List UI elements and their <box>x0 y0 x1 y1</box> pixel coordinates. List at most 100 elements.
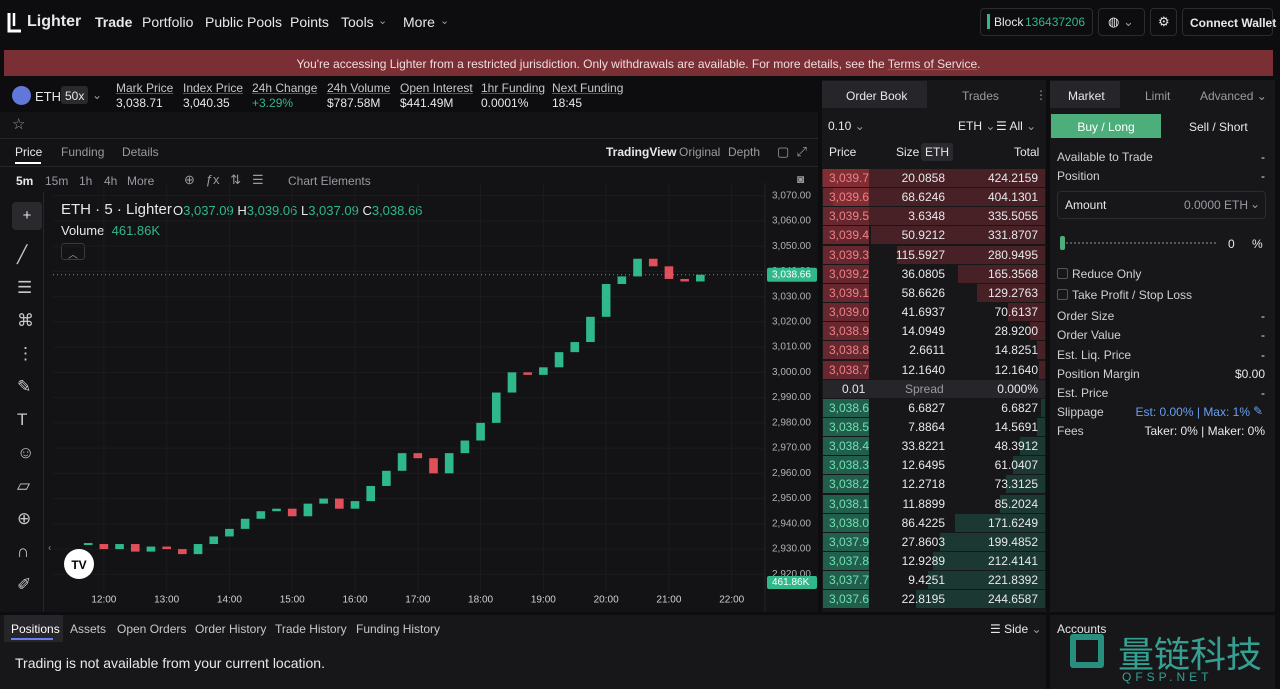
header-unit: ETH <box>921 143 953 161</box>
unit-select[interactable]: ETH ⌄ <box>958 119 995 133</box>
stat-label: 24h Change <box>252 81 318 95</box>
price[interactable]: 3,038.9 <box>829 324 870 339</box>
side-filter[interactable]: ☰ Side ⌄ <box>990 622 1042 636</box>
nav-item[interactable]: Trade <box>95 14 133 30</box>
filter-select[interactable]: ☰ All ⌄ <box>996 119 1037 133</box>
interval[interactable]: 5m <box>16 174 34 188</box>
symbol[interactable]: ETH <box>35 89 61 104</box>
price[interactable]: 3,038.8 <box>829 343 870 358</box>
size: 12.9289 <box>901 554 945 568</box>
interval[interactable]: 15m <box>45 174 69 188</box>
watermark-sub: QFSP.NET <box>1122 670 1213 684</box>
connect-wallet[interactable]: Connect Wallet <box>1182 8 1276 36</box>
drawing-tools[interactable]: ╱ ☰ ⌘ ⋮ ✎ T ☺ ▱ ⊕ ∩ ✐ <box>17 245 35 594</box>
interval[interactable]: More <box>127 174 155 188</box>
toolbar-icons[interactable]: ⊕ ƒx ⇅ ☰ <box>184 172 264 187</box>
chart-view[interactable]: Original <box>679 145 721 159</box>
slider-handle[interactable] <box>1060 236 1065 250</box>
tick-size[interactable]: 0.10 ⌄ <box>828 119 865 133</box>
price-cell-bg <box>823 398 869 417</box>
price[interactable]: 3,037.6 <box>829 592 870 607</box>
candle <box>429 458 438 474</box>
bottom-tab[interactable]: Order History <box>195 622 267 636</box>
language-button[interactable]: ◍ ⌄ <box>1098 8 1145 36</box>
price[interactable]: 3,037.8 <box>829 554 870 568</box>
bottom-tab[interactable]: Positions <box>11 622 60 636</box>
bottom-tab[interactable]: Trade History <box>275 622 347 636</box>
settings-button[interactable]: ⚙ <box>1150 8 1177 36</box>
price[interactable]: 3,038.4 <box>829 439 870 454</box>
price[interactable]: 3,039.2 <box>829 266 870 281</box>
nav-item[interactable]: Tools <box>341 14 374 30</box>
watermark: 量链科技 <box>1118 635 1263 676</box>
candle <box>240 518 250 529</box>
price[interactable]: 3,037.9 <box>829 534 870 549</box>
order-tab[interactable]: Limit <box>1145 89 1171 103</box>
checkbox[interactable] <box>1057 289 1068 300</box>
order-tab[interactable]: Market <box>1068 89 1105 103</box>
chart-tab[interactable]: Funding <box>61 145 105 159</box>
price[interactable]: 3,039.4 <box>829 228 870 243</box>
price[interactable]: 3,038.1 <box>829 496 870 511</box>
price[interactable]: 3,039.7 <box>829 171 870 185</box>
slider-track[interactable] <box>1066 242 1216 244</box>
interval[interactable]: 4h <box>104 174 118 188</box>
book-tab[interactable]: Order Book <box>846 89 908 103</box>
price[interactable]: 3,039.5 <box>829 209 870 224</box>
form-label: Order Size <box>1057 309 1115 323</box>
unit-value: ETH <box>958 119 982 133</box>
chart-view[interactable]: TradingView <box>606 145 677 159</box>
price[interactable]: 3,039.0 <box>829 305 870 320</box>
chart-tab[interactable]: Details <box>122 145 159 159</box>
bottom-tab[interactable]: Assets <box>70 622 107 636</box>
x-tick-label: 12:00 <box>91 595 116 606</box>
snapshot[interactable]: ◙ <box>797 172 805 186</box>
amount-box[interactable] <box>1057 191 1266 219</box>
chart-tab[interactable]: Price <box>15 145 43 159</box>
chart-elements[interactable]: Chart Elements <box>288 174 371 188</box>
nav-item[interactable]: Portfolio <box>142 14 194 30</box>
total: 424.2159 <box>987 171 1038 185</box>
nav-item[interactable]: More <box>403 14 435 30</box>
nav-item[interactable]: Public Pools <box>205 14 283 30</box>
candle <box>413 453 423 459</box>
interval[interactable]: 1h <box>79 174 93 188</box>
price[interactable]: 3,038.5 <box>829 419 870 434</box>
candle <box>444 453 454 474</box>
price[interactable]: 3,038.0 <box>829 515 870 530</box>
chart-icons[interactable]: ▢ ⤢ <box>777 144 807 159</box>
crosshair-tool[interactable]: + <box>12 202 42 230</box>
order-tab[interactable]: Advanced ⌄ <box>1200 89 1267 103</box>
edit-icon[interactable]: ✎ <box>1253 404 1264 418</box>
favorite[interactable]: ☆ <box>12 116 26 133</box>
bottom-tab[interactable]: Funding History <box>356 622 441 636</box>
menu[interactable]: ⋮ <box>1035 88 1047 102</box>
bottom-tab[interactable]: Open Orders <box>117 622 187 636</box>
price[interactable]: 3,039.1 <box>829 285 870 300</box>
book-tab[interactable]: Trades <box>962 89 999 103</box>
size: 22.8195 <box>901 592 945 607</box>
price[interactable]: 3,039.6 <box>829 190 870 205</box>
nav-item[interactable]: Points <box>290 14 329 30</box>
y-tick-label: 3,010.00 <box>772 342 811 353</box>
terms-link[interactable]: Terms of Service <box>887 57 978 71</box>
price[interactable]: 3,038.6 <box>829 400 870 415</box>
x-tick-label: 21:00 <box>656 595 681 606</box>
scroll-left: ‹ <box>48 543 51 554</box>
depth-bar <box>832 188 1045 207</box>
sell-short[interactable]: Sell / Short <box>1189 120 1248 134</box>
size: 14.0949 <box>901 324 945 339</box>
checkbox[interactable] <box>1057 268 1068 279</box>
chart-view[interactable]: Depth <box>728 145 761 159</box>
price[interactable]: 3,039.3 <box>829 247 870 262</box>
price[interactable]: 3,037.7 <box>829 573 870 588</box>
depth-bar <box>868 207 1045 226</box>
buy-long[interactable]: Buy / Long <box>1051 114 1161 138</box>
price[interactable]: 3,038.3 <box>829 458 870 473</box>
collapse-legend[interactable]: ︿ <box>61 243 85 261</box>
ohlc: O3,037.09 H3,039.06 L3,037.09 C3,038.66 <box>173 203 422 218</box>
price[interactable]: 3,038.2 <box>829 477 870 492</box>
x-tick-label: 15:00 <box>280 595 305 606</box>
price[interactable]: 3,038.7 <box>829 362 870 377</box>
size: 115.5927 <box>895 247 945 262</box>
